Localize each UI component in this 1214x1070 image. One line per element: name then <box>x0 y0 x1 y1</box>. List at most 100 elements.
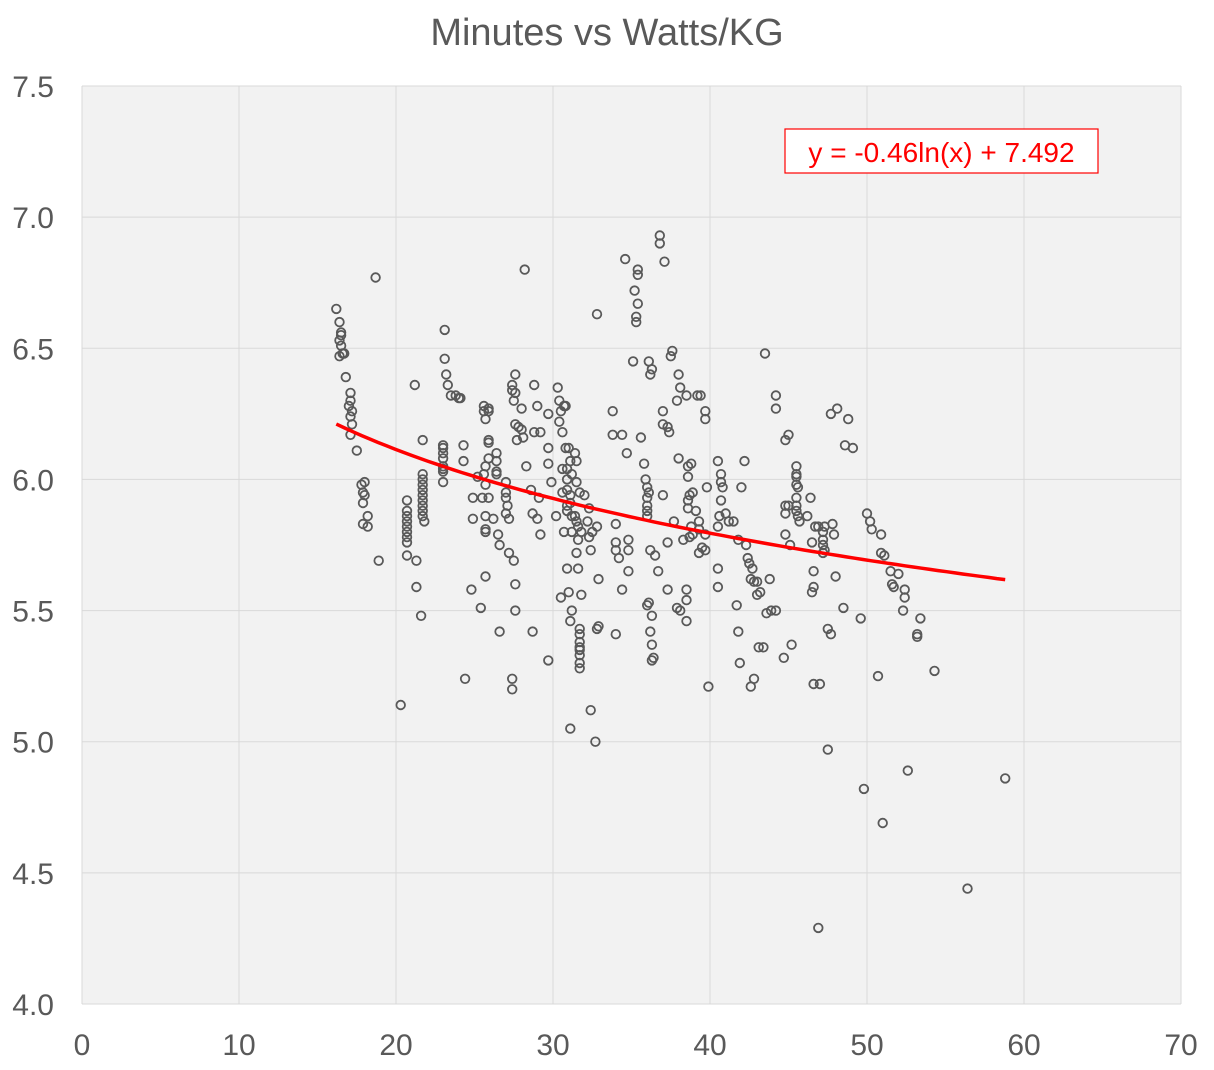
data-point <box>521 461 532 472</box>
data-point <box>532 513 543 525</box>
data-point <box>667 345 678 357</box>
data-point <box>717 482 728 493</box>
data-point <box>897 605 909 616</box>
data-point <box>825 629 837 640</box>
data-point <box>690 505 702 517</box>
data-point <box>770 403 782 414</box>
trendline-equation: y = -0.46ln(x) + 7.492 <box>808 137 1074 168</box>
data-point <box>627 356 639 367</box>
data-point <box>459 673 471 685</box>
data-point <box>529 427 540 438</box>
data-point <box>714 510 725 522</box>
data-point <box>555 592 567 603</box>
data-point <box>511 434 523 446</box>
data-point <box>574 657 585 669</box>
data-point <box>334 335 345 346</box>
data-point <box>791 469 802 480</box>
data-point <box>1000 773 1011 784</box>
data-point <box>563 587 574 598</box>
data-point <box>409 379 421 391</box>
data-point <box>411 555 422 566</box>
data-point <box>681 584 692 595</box>
data-point <box>686 458 697 469</box>
data-point <box>744 558 755 569</box>
data-point <box>654 238 666 249</box>
data-point <box>643 487 655 498</box>
data-point <box>962 883 973 894</box>
data-point <box>507 673 518 685</box>
x-tick-label: 30 <box>536 1029 569 1062</box>
data-point <box>560 400 571 412</box>
data-point <box>419 516 430 527</box>
data-point <box>701 482 713 493</box>
data-point <box>736 482 747 493</box>
data-point <box>561 484 573 496</box>
y-tick-label: 7.0 <box>12 202 54 235</box>
data-point <box>491 469 502 480</box>
data-point <box>791 505 802 517</box>
data-point <box>480 524 491 535</box>
data-point <box>565 615 576 627</box>
data-point <box>557 427 568 438</box>
data-point <box>417 479 428 490</box>
data-point <box>401 510 413 522</box>
data-point <box>401 516 413 527</box>
data-point <box>346 406 358 417</box>
data-point <box>535 427 546 438</box>
data-point <box>642 500 653 511</box>
trendline-equation-box <box>784 128 1099 174</box>
data-point <box>703 681 714 692</box>
y-tick-label: 4.5 <box>12 858 54 891</box>
data-point <box>759 348 771 359</box>
data-point <box>632 298 644 309</box>
data-point <box>582 516 593 527</box>
data-point <box>742 552 753 564</box>
data-point <box>657 406 669 417</box>
data-point <box>550 510 562 522</box>
data-point <box>492 529 504 540</box>
data-point <box>466 584 477 595</box>
data-point <box>494 539 505 551</box>
data-point <box>893 568 904 580</box>
data-point <box>847 442 859 454</box>
data-point <box>417 505 428 517</box>
data-point <box>632 264 644 275</box>
data-point <box>331 303 342 315</box>
data-point <box>441 369 452 380</box>
data-point <box>700 413 711 425</box>
data-point <box>712 455 724 467</box>
data-point <box>583 531 595 543</box>
data-point <box>572 521 584 532</box>
data-point <box>339 348 350 359</box>
data-point <box>437 448 449 459</box>
data-point <box>566 469 578 480</box>
data-point <box>415 610 427 622</box>
data-point <box>359 476 370 488</box>
trendline-group: y = -0.46ln(x) + 7.492 <box>335 128 1099 582</box>
data-point <box>467 513 479 525</box>
data-point <box>838 602 849 614</box>
data-point <box>561 563 573 574</box>
data-point <box>554 416 565 427</box>
data-point <box>805 492 816 504</box>
x-tick-label: 10 <box>222 1029 255 1062</box>
data-point <box>572 534 584 546</box>
data-point <box>912 631 923 643</box>
y-tick-label: 7.5 <box>12 71 54 104</box>
data-point <box>508 555 520 566</box>
data-point <box>455 392 466 404</box>
data-point <box>723 516 735 527</box>
data-point <box>712 563 724 574</box>
data-point <box>370 272 381 283</box>
data-point <box>571 476 582 488</box>
data-point <box>843 413 854 425</box>
data-point <box>620 253 631 265</box>
data-point <box>491 455 502 467</box>
data-point <box>681 390 692 401</box>
data-point <box>401 495 413 506</box>
data-point <box>401 537 413 548</box>
data-point <box>645 369 656 380</box>
data-point <box>574 644 585 656</box>
data-point <box>662 537 673 548</box>
data-point <box>483 492 494 504</box>
